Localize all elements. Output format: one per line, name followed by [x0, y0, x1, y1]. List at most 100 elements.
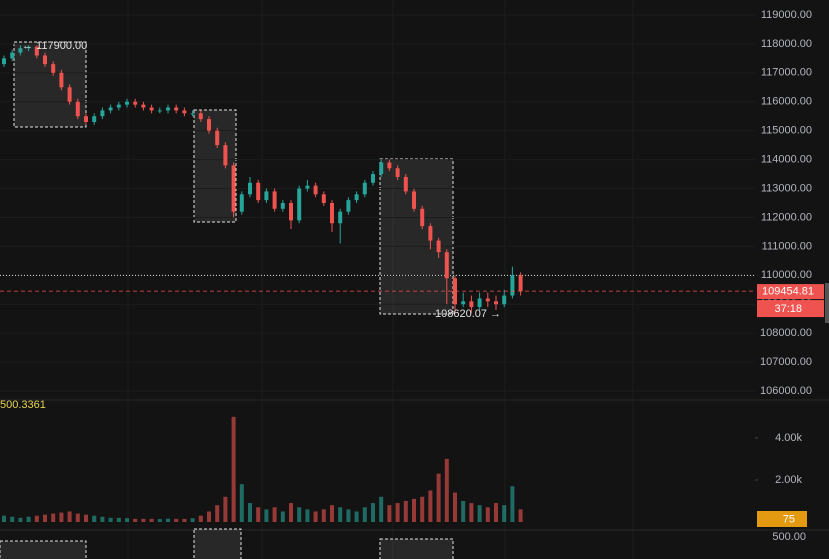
volume-bar	[297, 507, 302, 522]
volume-bar	[51, 513, 56, 522]
countdown-box	[757, 300, 824, 318]
y-tick-label: 114000.00	[761, 154, 812, 166]
volume-bar	[34, 515, 39, 522]
scroll-handle[interactable]	[825, 283, 829, 323]
last-price-box	[757, 284, 824, 300]
candle-body	[190, 113, 195, 115]
candle-body	[239, 194, 244, 212]
y-tick-label: 108000.00	[760, 327, 812, 339]
volume-bar	[379, 496, 384, 522]
volume-bar	[10, 516, 15, 522]
y-tick-label: 115000.00	[761, 125, 812, 137]
candle-body	[371, 174, 375, 183]
volume-bar	[198, 515, 203, 522]
candle-body	[338, 211, 343, 224]
volume-bar	[502, 505, 507, 522]
candle-body	[387, 162, 392, 169]
candle-body	[198, 113, 203, 120]
y-tick-label: 113000.00	[761, 182, 812, 194]
candle-body	[141, 104, 146, 108]
range-boxes	[0, 41, 454, 559]
volume-bar	[477, 505, 482, 522]
volume-bar	[26, 516, 31, 522]
volume-bar	[395, 503, 400, 522]
volume-bar	[157, 519, 162, 522]
candle-body	[494, 301, 498, 305]
volume-bar	[436, 473, 441, 522]
volume-bar	[469, 503, 474, 522]
y-tick-label: 111000.00	[762, 240, 812, 252]
candle-body	[223, 145, 228, 166]
volume-bar	[461, 500, 466, 522]
volume-bar	[248, 503, 252, 522]
volume-legend: 500.3361	[0, 399, 46, 411]
y-tick-label: 119000.00	[761, 9, 812, 21]
volume-bar	[362, 507, 367, 522]
volume-bar	[166, 518, 170, 522]
volume-bar	[231, 416, 236, 522]
volume-bar	[190, 518, 195, 522]
y-tick-label: 116000.00	[761, 96, 812, 108]
candle-body	[412, 191, 416, 209]
candle-body	[43, 55, 47, 65]
candle-body	[313, 185, 318, 195]
volume-bar	[453, 492, 457, 522]
volume-bar	[420, 496, 425, 522]
candle-body	[59, 72, 64, 88]
volume-bar	[174, 518, 179, 522]
candle-body	[346, 200, 351, 212]
candle-body	[84, 116, 88, 122]
candle-body	[149, 107, 154, 111]
volume-bar	[494, 503, 498, 522]
candle-body	[297, 188, 302, 221]
y-tick-label: 107000.00	[760, 356, 812, 368]
y-tick-label: 112000.00	[761, 211, 812, 223]
volume-bar	[239, 484, 244, 522]
volume-bar	[289, 503, 293, 522]
volume-bar	[280, 511, 285, 522]
candle-body	[444, 252, 449, 279]
volume-bar	[485, 507, 490, 522]
candle-body	[215, 130, 220, 146]
volume-bar	[133, 518, 138, 522]
candle-body	[354, 194, 359, 201]
candle-body	[502, 295, 507, 305]
candle-body	[125, 101, 129, 105]
candle-body	[485, 298, 490, 302]
volume-bar	[18, 517, 23, 522]
candle-body	[2, 58, 6, 65]
volume-bar	[403, 500, 408, 522]
volume-bar	[100, 516, 105, 522]
candle-body	[166, 107, 170, 111]
volume-bar	[305, 509, 310, 522]
candle-body	[133, 101, 138, 105]
candle-body	[256, 182, 261, 201]
volume-bar	[321, 509, 326, 522]
candle-body	[100, 110, 105, 117]
volume-bar	[371, 503, 375, 522]
volume-bar	[67, 511, 72, 522]
candle-body	[34, 46, 39, 56]
plot	[0, 14, 755, 522]
y-tick-label: 4.00k	[775, 432, 802, 444]
volume-bar	[59, 512, 64, 522]
candle-body	[92, 116, 97, 122]
last-price-label: 109454.81	[762, 285, 814, 297]
candle-body	[420, 208, 425, 227]
lower-tick: 500.00	[772, 531, 806, 543]
annotation: ← 117900.00	[22, 40, 87, 52]
volume-bar	[272, 507, 277, 522]
candle-body	[248, 182, 252, 195]
y-tick-label: 2.00k	[775, 474, 802, 486]
candle-body	[108, 107, 113, 111]
volume-bar	[412, 498, 416, 522]
candle-body	[330, 202, 334, 224]
volume-bar	[215, 505, 220, 522]
volume-bar	[84, 514, 88, 522]
candle-body	[10, 52, 15, 59]
volume-bar	[428, 490, 433, 522]
badge-text: 75	[783, 513, 795, 525]
volume-bar	[141, 518, 146, 522]
volume-bar	[313, 511, 318, 522]
candle-body	[75, 101, 80, 117]
